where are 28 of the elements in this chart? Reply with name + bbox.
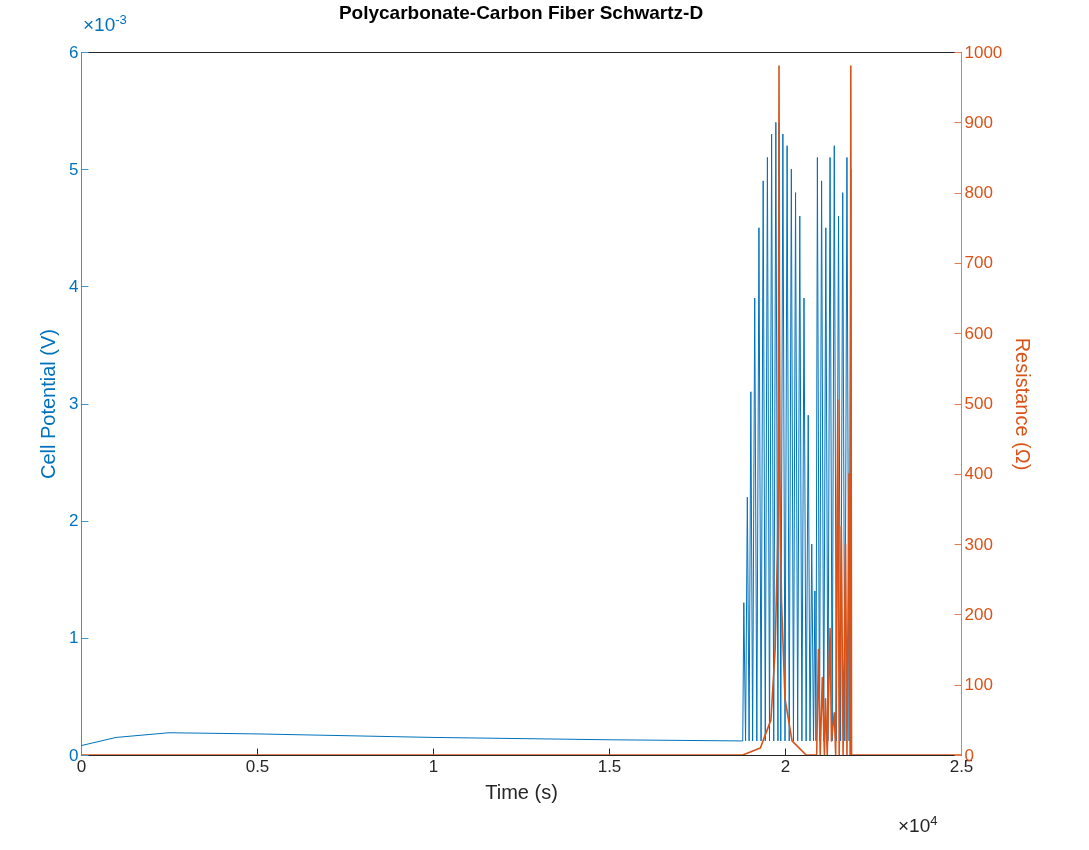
y-tick-label: 6	[69, 42, 79, 62]
y2-tick-label: 700	[964, 253, 993, 273]
y2-tick-label: 800	[964, 183, 993, 203]
y2-tick-label: 900	[964, 112, 993, 132]
text: ×10$^{-3}$	[83, 12, 127, 37]
y-tick-label: 4	[69, 276, 79, 296]
line-series	[81, 65, 961, 755]
y2-tick-label: 1000	[964, 42, 1003, 62]
x-tick-label: 0.5	[245, 756, 270, 776]
y-axis-title: Cell Potential (V)	[37, 328, 60, 480]
line-series	[81, 121, 852, 747]
y-tick-label: 2	[69, 511, 79, 531]
y2-tick-label: 600	[964, 323, 993, 343]
x-tick-label: 1.5	[597, 756, 622, 776]
y2-tick-label: 500	[964, 394, 993, 413]
y2-tick-label: 100	[964, 675, 993, 695]
y-tick-label: 5	[69, 159, 79, 179]
x-tick-label: 1	[428, 756, 439, 776]
text: ×10$^{4}$	[898, 813, 938, 838]
y2-tick-label: 300	[964, 534, 993, 554]
y-tick-label: 1	[69, 628, 79, 648]
x-axis-title: Time (s)	[485, 780, 558, 803]
y2-tick-label: 400	[964, 464, 993, 484]
chart-title: Polycarbonate-Carbon Fiber Schwartz-D	[338, 2, 704, 23]
y2-tick-label: 200	[964, 604, 993, 624]
y-tick-label: 3	[69, 394, 79, 413]
x-tick-label: 2	[780, 756, 791, 776]
y2-axis-title: Resistance (Ω)	[1012, 337, 1035, 471]
